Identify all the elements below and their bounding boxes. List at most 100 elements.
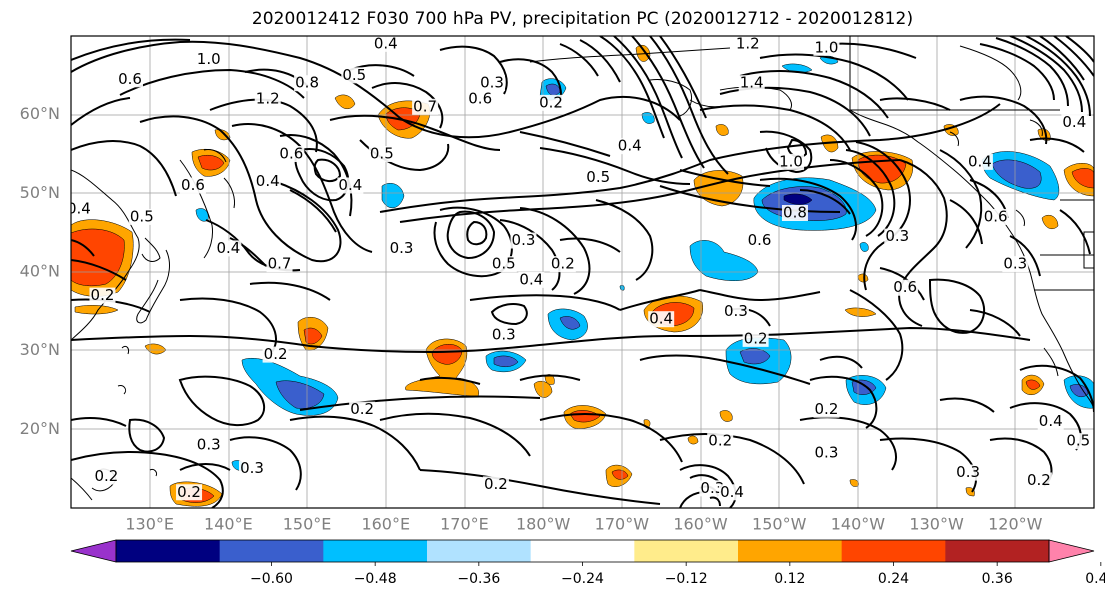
contour-label-bg xyxy=(372,36,399,52)
contour-label: 0.4 xyxy=(519,270,543,288)
contour-label-bg xyxy=(490,256,517,273)
colorbar-segment xyxy=(323,540,428,562)
lon-label: 150°W xyxy=(752,515,807,534)
contour-label-bg xyxy=(1037,413,1064,430)
contour-label-bg xyxy=(254,173,281,190)
contour-label-bg xyxy=(128,208,155,225)
contour-label-bg xyxy=(254,90,281,107)
contour-label-bg xyxy=(955,464,982,481)
contour-label-bg xyxy=(549,256,576,273)
contour-label-bg xyxy=(884,228,911,245)
contour-label-bg xyxy=(238,460,265,477)
contour-label-bg xyxy=(93,468,120,485)
colorbar-tick-label: 0.36 xyxy=(982,571,1013,587)
contour-label: 0.3 xyxy=(885,227,909,245)
contour-label: 1.2 xyxy=(736,34,760,52)
contour-label: 0.2 xyxy=(177,483,201,501)
contour-label: 0.4 xyxy=(618,137,642,155)
contour-label-bg xyxy=(518,271,545,288)
map-area: 0.6 1.0 1.2 0.5 0.7 0.4 0.8 0.6 0.2 0.3 1.2 1.0 1.4 0… xyxy=(67,34,1094,508)
lon-label: 130°W xyxy=(909,515,964,534)
contour-label-bg xyxy=(388,240,415,257)
contour-label: 0.2 xyxy=(815,400,839,418)
contour-label: 0.3 xyxy=(390,239,414,257)
contour-label-bg xyxy=(412,98,439,115)
contour-label-bg xyxy=(176,484,203,501)
contour-label: 1.0 xyxy=(779,152,803,170)
contour-label: 1.4 xyxy=(740,74,764,92)
lon-label: 170°E xyxy=(440,515,489,534)
contour-label-bg xyxy=(1002,256,1029,273)
contour-label-bg xyxy=(616,138,643,155)
contour-label: 0.7 xyxy=(268,255,292,273)
contour-label-bg xyxy=(337,177,364,194)
contour-label-bg xyxy=(482,476,509,493)
longitude-labels: 130°E 140°E 150°E 160°E 170°E 180°W 170°W 160°W… xyxy=(125,515,1042,534)
contour-label: 0.3 xyxy=(956,463,980,481)
contour-label-bg xyxy=(179,177,206,194)
colorbar-segment xyxy=(738,540,843,562)
contour-label: 0.4 xyxy=(256,172,280,190)
contour-label-bg xyxy=(813,444,840,461)
contour-label-bg xyxy=(781,205,808,221)
contour-label: 0.3 xyxy=(197,436,221,454)
colorbar-tick-label: 0.48 xyxy=(1085,571,1105,587)
contour-label-bg xyxy=(707,433,734,450)
contour-label: 0.4 xyxy=(1062,113,1086,131)
contour-label: 1.0 xyxy=(197,50,221,68)
contour-label-bg xyxy=(813,39,840,56)
colorbar-tick-label: −0.24 xyxy=(561,571,604,587)
contour-label: 0.4 xyxy=(968,152,992,170)
map-frame xyxy=(70,35,1095,509)
contour-label: 0.2 xyxy=(1027,471,1051,489)
contour-label: 0.3 xyxy=(815,443,839,461)
contour-label-bg xyxy=(719,484,746,501)
lat-label: 40°N xyxy=(20,262,60,281)
contour-label-bg xyxy=(892,279,919,296)
contour-label-bg xyxy=(813,401,840,418)
colorbar-segment xyxy=(634,540,739,562)
contour-label: 0.2 xyxy=(91,286,115,304)
contour-label: 0.4 xyxy=(720,483,744,501)
colorbar-segment xyxy=(841,540,946,562)
colorbar-extend-high xyxy=(1048,539,1095,563)
contour-label-bg xyxy=(479,75,506,92)
lat-label: 50°N xyxy=(20,183,60,202)
contour-label: 0.2 xyxy=(744,329,768,347)
lat-label: 30°N xyxy=(20,340,60,359)
contour-label-bg xyxy=(966,153,993,170)
contour-label: 0.5 xyxy=(586,168,610,186)
contour-label: 0.4 xyxy=(216,239,240,257)
contour-label: 1.2 xyxy=(256,89,280,107)
contour-label: 0.5 xyxy=(370,145,394,163)
contour-label-bg xyxy=(467,90,494,107)
contour-label-bg xyxy=(89,287,116,304)
contour-label: 0.2 xyxy=(539,93,563,111)
contour-label: 0.2 xyxy=(708,432,732,450)
contour-label: 0.2 xyxy=(484,475,508,493)
contour-label: 0.4 xyxy=(338,176,362,194)
lon-label: 150°E xyxy=(283,515,332,534)
precip-positive-areas xyxy=(71,45,1094,507)
contour-label: 0.6 xyxy=(748,231,772,249)
colorbar-tick-label: −0.12 xyxy=(665,571,708,587)
colorbar-segment xyxy=(219,540,324,562)
colorbar-tick-label: −0.48 xyxy=(354,571,397,587)
colorbar-tick-label: 0.12 xyxy=(774,571,805,587)
lon-label: 140°W xyxy=(831,515,886,534)
colorbar-segment xyxy=(427,540,532,562)
contour-label: 0.4 xyxy=(67,200,91,218)
lon-label: 140°E xyxy=(204,515,253,534)
contour-label: 0.3 xyxy=(1003,255,1027,273)
contour-label: 0.3 xyxy=(240,459,264,477)
contour-label-bg xyxy=(742,330,769,347)
colorbar-tick-label: −0.36 xyxy=(457,571,500,587)
contour-label-bg xyxy=(195,51,222,68)
contour-label: 0.7 xyxy=(413,97,437,115)
contour-label: 0.6 xyxy=(118,70,142,88)
contour-label: 0.3 xyxy=(480,74,504,92)
contour-label: 0.4 xyxy=(374,34,398,52)
lon-label: 130°E xyxy=(125,515,174,534)
contour-label: 1.0 xyxy=(815,38,839,56)
contour-label: 0.6 xyxy=(181,176,205,194)
